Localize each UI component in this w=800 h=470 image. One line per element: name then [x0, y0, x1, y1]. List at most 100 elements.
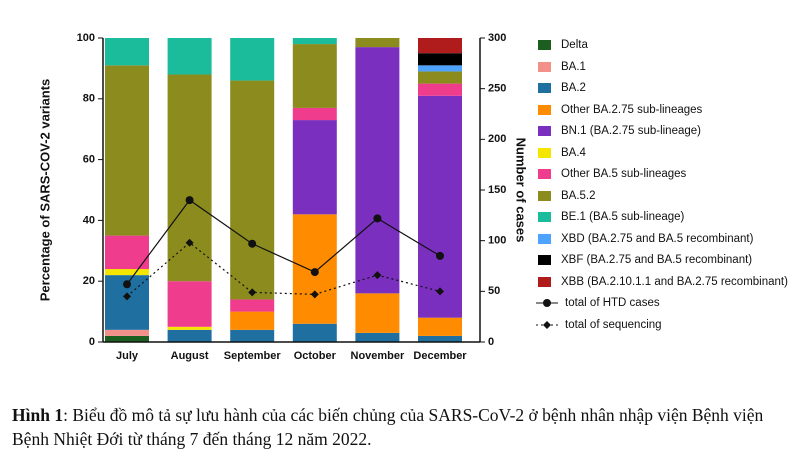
legend: Delta BA.1 BA.2 Other BA.2.75 sub-lineages B… — [536, 38, 788, 339]
legend-label: BA.5.2 — [561, 189, 596, 202]
legend-entry: BA.5.2 — [538, 189, 788, 203]
y2-axis-label: Number of cases — [514, 138, 529, 243]
legend-label: total of HTD cases — [565, 297, 660, 309]
legend-label: total of sequencing — [565, 318, 662, 331]
y-tick-label: 0 — [89, 336, 95, 348]
legend-marker — [543, 320, 551, 329]
legend-glyph — [536, 320, 558, 329]
bar-segment — [418, 38, 462, 54]
bar-segment — [230, 299, 275, 312]
legend-entry: Delta — [538, 38, 788, 52]
bar-segment — [355, 47, 400, 294]
legend-glyph — [536, 299, 558, 307]
legend-label: BA.2 — [561, 82, 586, 94]
bar-segment — [355, 38, 400, 48]
y2-tick-label: 200 — [488, 133, 506, 145]
line-marker — [248, 288, 257, 297]
bar-segment — [167, 38, 212, 75]
legend-entry: XBF (BA.2.75 and BA.5 recombinant) — [538, 253, 788, 267]
legend-swatch — [538, 276, 551, 287]
line-marker — [310, 290, 319, 299]
y-tick-label: 60 — [83, 154, 95, 166]
line-marker — [373, 271, 382, 280]
legend-label: XBF (BA.2.75 and BA.5 recombinant) — [561, 254, 753, 266]
bar-segment — [292, 107, 337, 121]
bar-segment — [230, 329, 275, 342]
legend-entry: Other BA.2.75 sub-lineages — [538, 103, 788, 117]
bar-segment — [105, 329, 149, 336]
chart: Percentage of SARS-COV-2 variants Number… — [37, 32, 529, 362]
line-marker — [310, 268, 319, 277]
line-marker — [436, 287, 444, 296]
line-marker — [185, 196, 194, 205]
bar-segment — [355, 332, 400, 342]
bar-segment — [418, 83, 462, 96]
legend-swatch — [538, 126, 551, 136]
legend-entry: BA.1 — [538, 60, 788, 74]
legend-swatch — [538, 147, 551, 158]
y-axis-label: Percentage of SARS-COV-2 variants — [37, 79, 52, 302]
y2-tick-label: 150 — [488, 184, 506, 196]
x-tick-label: August — [171, 350, 209, 362]
legend-swatch — [538, 83, 551, 93]
y-tick-label: 80 — [83, 93, 95, 105]
line — [126, 241, 441, 297]
bar-segment — [418, 65, 462, 72]
bar-segment — [167, 326, 212, 330]
bar-segment — [230, 80, 275, 300]
bar-segment — [292, 323, 337, 342]
legend-entry: total of sequencing — [536, 318, 788, 332]
legend-label: XBB (BA.2.10.1.1 and BA.2.75 recombinant… — [561, 275, 788, 288]
legend-entry: BA.4 — [538, 146, 788, 160]
legend-label: BA.1 — [561, 60, 586, 73]
line-marker — [123, 280, 131, 289]
legend-swatch — [538, 212, 551, 222]
x-tick-label: December — [413, 350, 467, 362]
legend-swatch — [538, 169, 551, 179]
legend-entry: BA.2 — [538, 81, 788, 95]
y2-tick-label: 250 — [488, 83, 506, 95]
caption-label: Hình 1 — [12, 405, 64, 425]
line-marker — [436, 251, 444, 260]
legend-label: Other BA.5 sub-lineages — [561, 168, 687, 180]
bar-segment — [418, 53, 462, 66]
legend-swatch — [538, 61, 551, 72]
line — [126, 199, 441, 285]
bar-segment — [230, 38, 275, 81]
bar-segment — [167, 281, 212, 327]
legend-entry: BE.1 (BA.5 sub-lineage) — [538, 210, 788, 224]
y-tick-label: 20 — [83, 275, 95, 287]
legend-marker — [543, 299, 551, 307]
legend-swatch — [538, 40, 551, 50]
x-tick-label: September — [224, 350, 282, 362]
bar-segment — [105, 235, 149, 270]
legend-swatch — [538, 190, 551, 201]
caption: Hình 1: Biểu đồ mô tả sự lưu hành của cá… — [12, 403, 782, 451]
line-marker — [373, 214, 382, 223]
legend-entry: BN.1 (BA.2.75 sub-lineage) — [538, 124, 788, 138]
bar-segment — [418, 71, 462, 84]
legend-entry: XBD (BA.2.75 and BA.5 recombinant) — [538, 232, 788, 246]
bar-segment — [105, 65, 149, 236]
bar-segment — [105, 269, 149, 276]
bar-segment — [292, 44, 337, 108]
legend-label: XBD (BA.2.75 and BA.5 recombinant) — [561, 232, 754, 245]
bar-segment — [418, 335, 462, 342]
y2-tick-label: 50 — [488, 285, 500, 297]
bar-segment — [418, 317, 462, 336]
bar-segment — [167, 74, 212, 282]
x-tick-label: November — [351, 350, 406, 362]
x-tick-label: October — [294, 350, 337, 362]
y2-tick-label: 0 — [488, 336, 494, 348]
y-tick-label: 100 — [77, 32, 95, 44]
legend-entry: XBB (BA.2.10.1.1 and BA.2.75 recombinant… — [538, 275, 788, 289]
legend-label: Delta — [561, 39, 588, 51]
legend-swatch — [538, 104, 551, 115]
caption-text: : Biểu đồ mô tả sự lưu hành của các biến… — [12, 405, 764, 449]
line-marker — [248, 239, 257, 248]
line-marker — [185, 238, 194, 247]
bar-segment — [105, 38, 149, 66]
bar-segment — [167, 329, 212, 342]
bar-segment — [355, 293, 400, 333]
